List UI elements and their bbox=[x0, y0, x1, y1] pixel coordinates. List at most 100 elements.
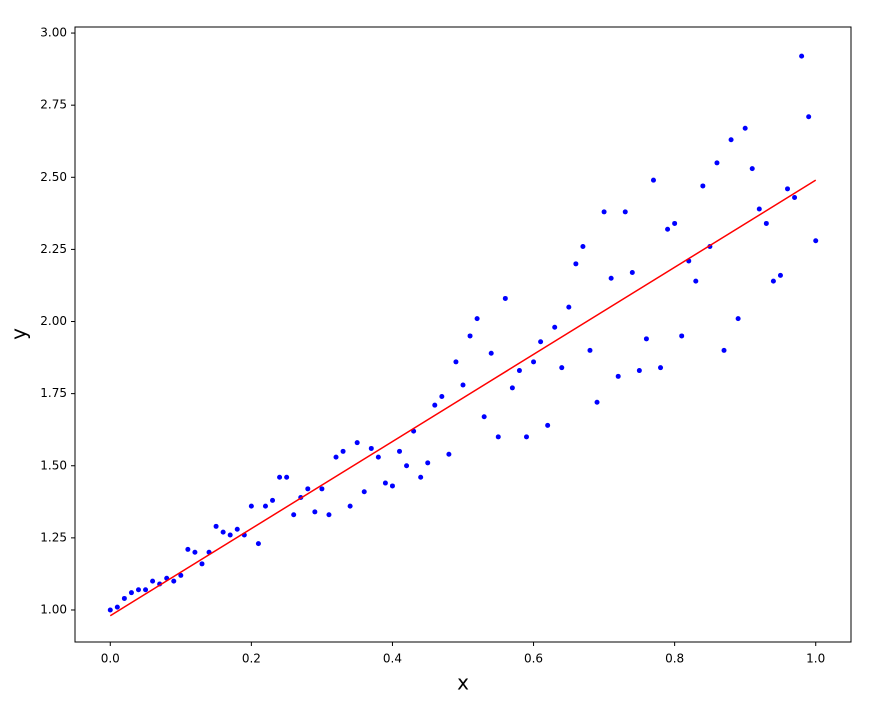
data-point bbox=[213, 523, 219, 529]
data-point bbox=[552, 324, 558, 330]
data-point bbox=[277, 474, 283, 480]
data-point bbox=[629, 269, 635, 275]
data-point bbox=[608, 275, 614, 281]
data-point bbox=[178, 572, 184, 578]
data-point bbox=[460, 382, 466, 388]
data-point bbox=[361, 489, 367, 495]
x-axis-title: x bbox=[457, 671, 469, 695]
data-point bbox=[545, 422, 551, 428]
data-point bbox=[785, 186, 791, 192]
x-tick-label: 0.2 bbox=[242, 652, 261, 666]
data-point bbox=[305, 486, 311, 492]
y-tick-label: 1.75 bbox=[40, 386, 67, 400]
data-point bbox=[594, 399, 600, 405]
data-point bbox=[397, 448, 403, 454]
data-point bbox=[368, 445, 374, 451]
data-point bbox=[227, 532, 233, 538]
data-point bbox=[516, 368, 522, 374]
x-tick-label: 0.6 bbox=[524, 652, 543, 666]
data-point bbox=[573, 261, 579, 267]
data-point bbox=[439, 394, 445, 400]
data-point bbox=[700, 183, 706, 189]
data-point bbox=[806, 114, 812, 120]
data-point bbox=[749, 166, 755, 172]
data-point bbox=[721, 347, 727, 353]
data-point bbox=[799, 53, 805, 59]
y-tick-label: 2.50 bbox=[40, 170, 67, 184]
data-point bbox=[714, 160, 720, 166]
y-tick-label: 1.00 bbox=[40, 602, 67, 616]
data-point bbox=[192, 549, 198, 555]
data-point bbox=[114, 604, 120, 610]
data-point bbox=[672, 220, 678, 226]
data-point bbox=[354, 440, 360, 446]
data-point bbox=[770, 278, 776, 284]
data-point bbox=[135, 587, 141, 593]
data-point bbox=[679, 333, 685, 339]
data-point bbox=[107, 607, 113, 613]
data-point bbox=[432, 402, 438, 408]
data-point bbox=[291, 512, 297, 518]
data-point bbox=[150, 578, 156, 584]
y-tick-label: 2.75 bbox=[40, 98, 67, 112]
data-point bbox=[333, 454, 339, 460]
data-point bbox=[650, 177, 656, 183]
data-point bbox=[185, 546, 191, 552]
data-point bbox=[488, 350, 494, 356]
data-point bbox=[728, 137, 734, 143]
data-point bbox=[143, 587, 149, 593]
data-point bbox=[735, 316, 741, 322]
data-point bbox=[777, 272, 783, 278]
data-point bbox=[467, 333, 473, 339]
data-point bbox=[255, 541, 261, 547]
data-point bbox=[792, 194, 798, 200]
data-point bbox=[453, 359, 459, 365]
data-point bbox=[220, 529, 226, 535]
data-point bbox=[319, 486, 325, 492]
data-point bbox=[171, 578, 177, 584]
data-point bbox=[425, 460, 431, 466]
data-point bbox=[643, 336, 649, 342]
data-point bbox=[658, 365, 664, 371]
y-tick-label: 1.50 bbox=[40, 458, 67, 472]
data-point bbox=[234, 526, 240, 532]
plot-frame bbox=[74, 26, 852, 643]
data-point bbox=[347, 503, 353, 509]
data-point bbox=[531, 359, 537, 365]
data-point bbox=[382, 480, 388, 486]
data-point bbox=[121, 595, 127, 601]
data-point bbox=[636, 368, 642, 374]
data-point bbox=[474, 316, 480, 322]
data-point bbox=[248, 503, 254, 509]
y-tick-label: 2.25 bbox=[40, 242, 67, 256]
data-point bbox=[566, 304, 572, 310]
x-tick-label: 0.8 bbox=[665, 652, 684, 666]
data-point bbox=[495, 434, 501, 440]
data-point bbox=[538, 339, 544, 345]
data-point bbox=[340, 448, 346, 454]
data-point bbox=[284, 474, 290, 480]
data-point bbox=[622, 209, 628, 215]
data-point bbox=[559, 365, 565, 371]
data-point bbox=[756, 206, 762, 212]
y-axis-title: y bbox=[7, 328, 31, 340]
data-point bbox=[375, 454, 381, 460]
data-point bbox=[580, 244, 586, 250]
data-point bbox=[665, 226, 671, 232]
data-point bbox=[615, 373, 621, 379]
x-tick-label: 0.0 bbox=[101, 652, 120, 666]
data-point bbox=[509, 385, 515, 391]
data-point bbox=[523, 434, 529, 440]
data-point bbox=[199, 561, 205, 567]
data-point bbox=[128, 590, 134, 596]
data-point bbox=[742, 125, 748, 131]
data-point bbox=[389, 483, 395, 489]
data-point bbox=[693, 278, 699, 284]
data-point bbox=[763, 220, 769, 226]
y-tick-label: 3.00 bbox=[40, 26, 67, 40]
data-point bbox=[813, 238, 819, 244]
data-point bbox=[418, 474, 424, 480]
x-tick-label: 1.0 bbox=[806, 652, 825, 666]
